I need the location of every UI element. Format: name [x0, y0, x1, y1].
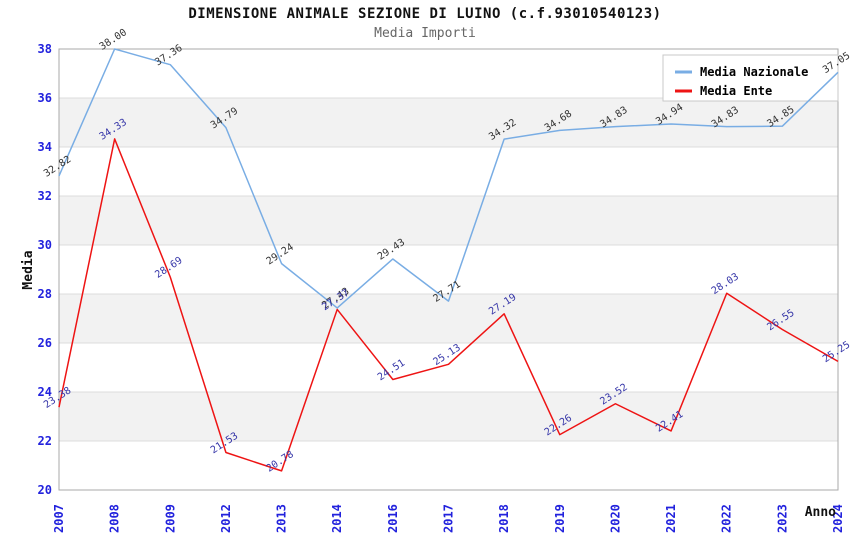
data-label: 24.51	[376, 358, 407, 384]
series-line-media-nazionale	[58, 48, 839, 309]
y-tick-label: 26	[38, 336, 52, 350]
gridlines	[59, 97, 838, 442]
plot-band	[59, 98, 838, 147]
legend-label: Media Ente	[700, 84, 772, 98]
x-axis-title: Anno	[805, 505, 836, 520]
y-tick-label: 22	[38, 434, 52, 448]
data-label: 28.03	[710, 271, 741, 297]
y-tick-label: 38	[38, 42, 52, 56]
x-tick-label: 2014	[330, 504, 344, 533]
plot-band	[59, 392, 838, 441]
legend-label: Media Nazionale	[700, 65, 808, 79]
y-tick-label: 20	[38, 483, 52, 497]
series-line-media-ente	[58, 138, 839, 472]
legend: Media Nazionale Media Ente	[662, 54, 839, 102]
data-label: 32.82	[42, 154, 73, 180]
y-tick-label: 24	[38, 385, 52, 399]
x-tick-label: 2008	[108, 504, 122, 533]
plot-bands	[59, 98, 838, 441]
plot-border	[58, 48, 839, 491]
data-label: 28.69	[153, 255, 184, 281]
legend-item: Media Nazionale	[675, 65, 808, 79]
y-tick-label: 28	[38, 287, 52, 301]
legend-box	[662, 54, 839, 102]
chart-title: DIMENSIONE ANIMALE SEZIONE DI LUINO (c.f…	[188, 6, 662, 22]
x-tick-label: 2024	[831, 504, 845, 533]
y-tick-label: 36	[38, 91, 52, 105]
data-label: 29.24	[265, 242, 296, 268]
chart-subtitle: Media Importi	[374, 26, 476, 41]
x-tick-label: 2019	[553, 504, 567, 533]
x-tick-label: 2012	[219, 504, 233, 533]
x-tick-label: 2018	[497, 504, 511, 533]
y-tick-label: 30	[38, 238, 52, 252]
plot-band	[59, 196, 838, 245]
y-axis: 20 22 24 26 28 30 32 34 36 38 Media	[21, 42, 52, 497]
y-tick-label: 34	[38, 140, 52, 154]
x-tick-label: 2016	[386, 504, 400, 533]
x-tick-label: 2022	[720, 504, 734, 533]
x-tick-label: 2013	[275, 504, 289, 533]
x-tick-label: 2007	[52, 504, 66, 533]
y-tick-label: 32	[38, 189, 52, 203]
legend-item: Media Ente	[675, 84, 772, 98]
x-tick-label: 2017	[442, 504, 456, 533]
y-axis-title: Media	[21, 250, 36, 289]
x-tick-label: 2021	[664, 504, 678, 533]
x-axis: 2007 2008 2009 2012 2013 2014 2016 2017 2018 2019…	[52, 504, 845, 533]
x-tick-label: 2020	[608, 504, 622, 533]
x-tick-label: 2009	[163, 504, 177, 533]
x-tick-label: 2023	[775, 504, 789, 533]
